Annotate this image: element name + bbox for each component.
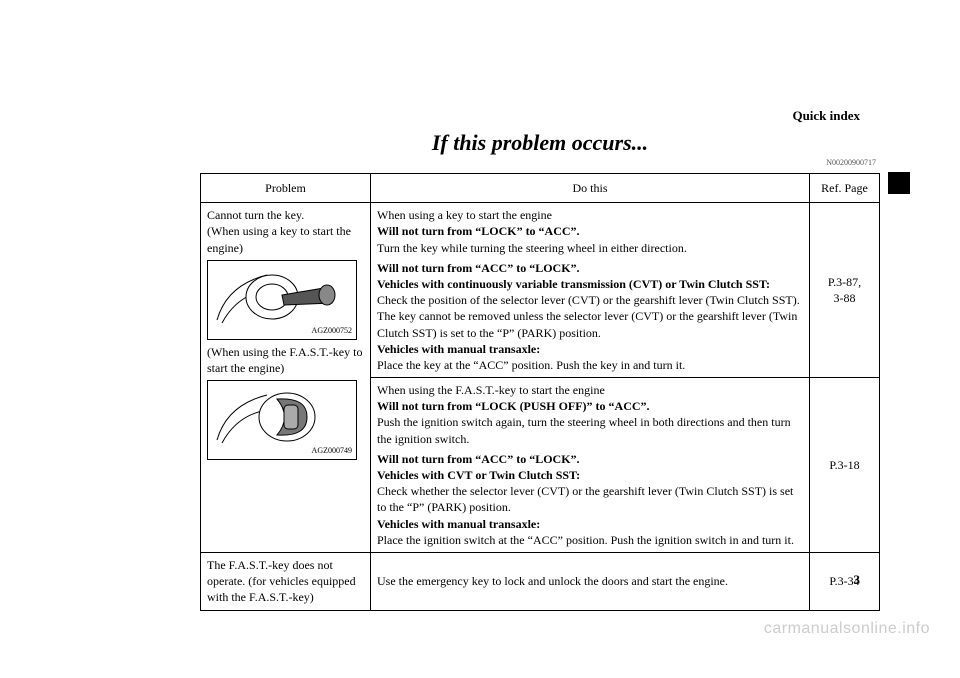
problem-cell: Cannot turn the key. (When using a key t… <box>201 203 371 553</box>
figure-code: AGZ000752 <box>312 326 352 337</box>
ref-cell: P.3-87, 3-88 <box>810 203 880 378</box>
ref-cell: P.3-34 <box>810 552 880 610</box>
body-text: Will not turn from “LOCK (PUSH OFF)” to … <box>377 399 650 413</box>
ref-cell: P.3-18 <box>810 378 880 553</box>
body-text: Check whether the selector lever (CVT) o… <box>377 484 793 514</box>
problem-cell: The F.A.S.T.-key does not operate. (for … <box>201 552 371 610</box>
side-tab <box>888 172 910 194</box>
ref-text: 3-88 <box>834 291 856 305</box>
section-header: Quick index <box>792 108 860 124</box>
figure-key-ignition: AGZ000752 <box>207 260 357 340</box>
do-this-cell: When using the F.A.S.T.-key to start the… <box>371 378 810 553</box>
col-do-this: Do this <box>371 174 810 203</box>
body-text: Will not turn from “ACC” to “LOCK”. <box>377 261 580 275</box>
body-text: Vehicles with continuously variable tran… <box>377 277 770 291</box>
body-text: Will not turn from “ACC” to “LOCK”. <box>377 452 580 466</box>
page-title: If this problem occurs... <box>200 130 880 156</box>
watermark: carmanualsonline.info <box>764 620 930 638</box>
ref-text: P.3-87, <box>828 275 861 289</box>
body-text: When using the F.A.S.T.-key to start the… <box>377 383 605 397</box>
table-row: The F.A.S.T.-key does not operate. (for … <box>201 552 880 610</box>
body-text: Vehicles with CVT or Twin Clutch SST: <box>377 468 580 482</box>
knob-icon <box>212 385 352 445</box>
key-icon <box>212 265 352 325</box>
do-this-cell: When using a key to start the engine Wil… <box>371 203 810 378</box>
body-text: Place the ignition switch at the “ACC” p… <box>377 533 794 547</box>
doc-code: N00200900717 <box>200 158 880 167</box>
body-text: Vehicles with manual transaxle: <box>377 342 540 356</box>
body-text: When using a key to start the engine <box>377 208 552 222</box>
page-number: 3 <box>854 572 861 588</box>
do-this-cell: Use the emergency key to lock and unlock… <box>371 552 810 610</box>
figure-code: AGZ000749 <box>312 446 352 457</box>
col-problem: Problem <box>201 174 371 203</box>
problem-text: Cannot turn the key. <box>207 208 304 222</box>
problem-text: (When using the F.A.S.T.-key to start th… <box>207 345 362 375</box>
body-text: Push the ignition switch again, turn the… <box>377 415 791 445</box>
body-text: Place the key at the “ACC” position. Pus… <box>377 358 685 372</box>
figure-fast-key: AGZ000749 <box>207 380 357 460</box>
body-text: Will not turn from “LOCK” to “ACC”. <box>377 224 580 238</box>
table-row: Cannot turn the key. (When using a key t… <box>201 203 880 378</box>
body-text: Turn the key while turning the steering … <box>377 241 687 255</box>
troubleshoot-table: Problem Do this Ref. Page Cannot turn th… <box>200 173 880 611</box>
body-text: Check the position of the selector lever… <box>377 293 800 307</box>
problem-text: (When using a key to start the engine) <box>207 224 351 254</box>
col-ref-page: Ref. Page <box>810 174 880 203</box>
body-text: Vehicles with manual transaxle: <box>377 517 540 531</box>
body-text: The key cannot be removed unless the sel… <box>377 309 797 339</box>
